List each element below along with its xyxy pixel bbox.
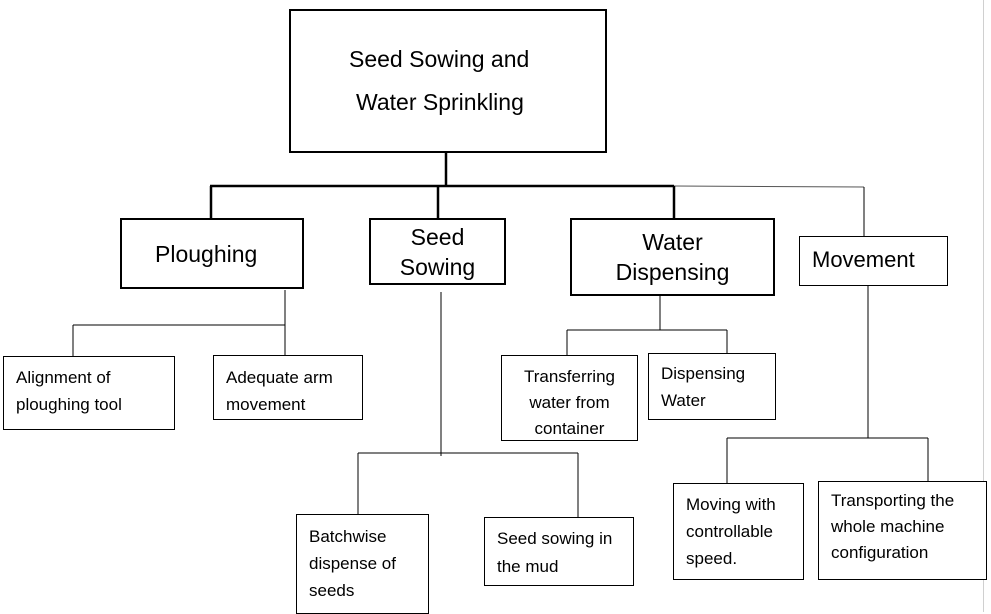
batchwise-node: Batchwise dispense of seeds (296, 514, 429, 614)
movement-label: Movement (812, 247, 915, 272)
connector-level1-bus-ext (673, 185, 865, 188)
dispensing-water-node: Dispensing Water (648, 353, 776, 420)
water-dispensing-node: Water Dispensing (570, 218, 775, 296)
page-edge-line (983, 0, 984, 612)
seed-mud-node: Seed sowing in the mud (484, 517, 634, 586)
alignment-label: Alignment of ploughing tool (16, 368, 122, 414)
seed-mud-label: Seed sowing in the mud (497, 529, 613, 576)
moving-speed-node: Moving with controllable speed. (673, 483, 804, 580)
transporting-label: Transporting the whole machine configura… (831, 491, 955, 562)
seed-sowing-label: Seed Sowing (399, 224, 476, 280)
water-dispensing-label: Water Dispensing (615, 229, 730, 285)
batchwise-label: Batchwise dispense of seeds (309, 527, 396, 600)
root-node: Seed Sowing and Water Sprinkling (289, 9, 607, 153)
transferring-label: Transferring water from container (523, 367, 615, 438)
ploughing-label: Ploughing (155, 241, 258, 267)
root-title-line2: Water Sprinkling (356, 89, 524, 115)
movement-node: Movement (799, 236, 948, 286)
adequate-arm-label: Adequate arm movement (226, 368, 333, 414)
transferring-node: Transferring water from container (501, 355, 638, 441)
transporting-node: Transporting the whole machine configura… (818, 481, 987, 580)
ploughing-node: Ploughing (120, 218, 304, 289)
moving-speed-label: Moving with controllable speed. (686, 495, 776, 568)
dispensing-water-label: Dispensing Water (661, 364, 746, 410)
seed-sowing-node: Seed Sowing (369, 218, 506, 285)
adequate-arm-node: Adequate arm movement (213, 355, 363, 420)
root-title-line1: Seed Sowing and (349, 46, 530, 72)
alignment-node: Alignment of ploughing tool (3, 356, 175, 430)
